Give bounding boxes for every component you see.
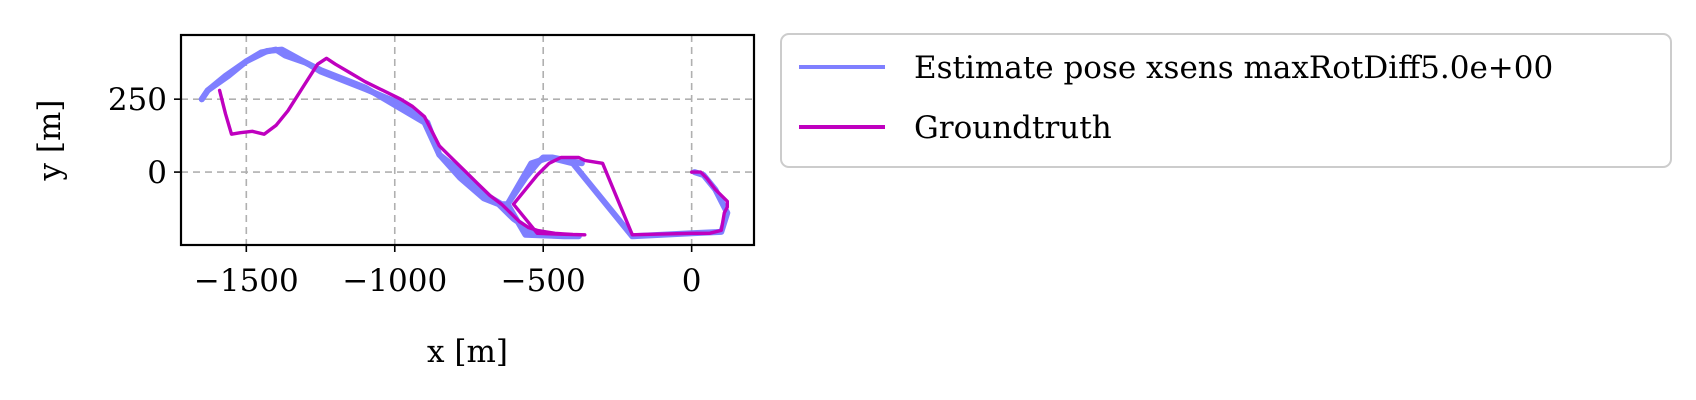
y-tick-label: 250: [108, 82, 167, 118]
legend-label-groundtruth: Groundtruth: [914, 110, 1112, 146]
x-tick-label: 0: [682, 263, 702, 299]
y-axis-label: y [m]: [32, 100, 68, 182]
series-line-groundtruth: [217, 56, 729, 237]
plot-frame: [179, 33, 756, 247]
x-axis-label: x [m]: [427, 334, 508, 370]
y-tick-label: 0: [147, 155, 167, 191]
legend-label-estimate: Estimate pose xsens maxRotDiff5.0e+00: [914, 50, 1553, 86]
legend: Estimate pose xsens maxRotDiff5.0e+00 Gr…: [780, 33, 1672, 168]
y-ticks: 0 250: [108, 82, 181, 191]
x-tick-label: −1500: [194, 263, 299, 299]
x-ticks: −1500 −1000 −500 0: [194, 245, 702, 299]
grid-lines: [181, 35, 754, 245]
series-layer: [198, 46, 731, 240]
series-line-estimate: [198, 46, 731, 240]
x-tick-label: −1000: [342, 263, 447, 299]
legend-box: [780, 33, 1672, 168]
x-tick-label: −500: [501, 263, 586, 299]
series-line-estimate: [198, 46, 585, 208]
